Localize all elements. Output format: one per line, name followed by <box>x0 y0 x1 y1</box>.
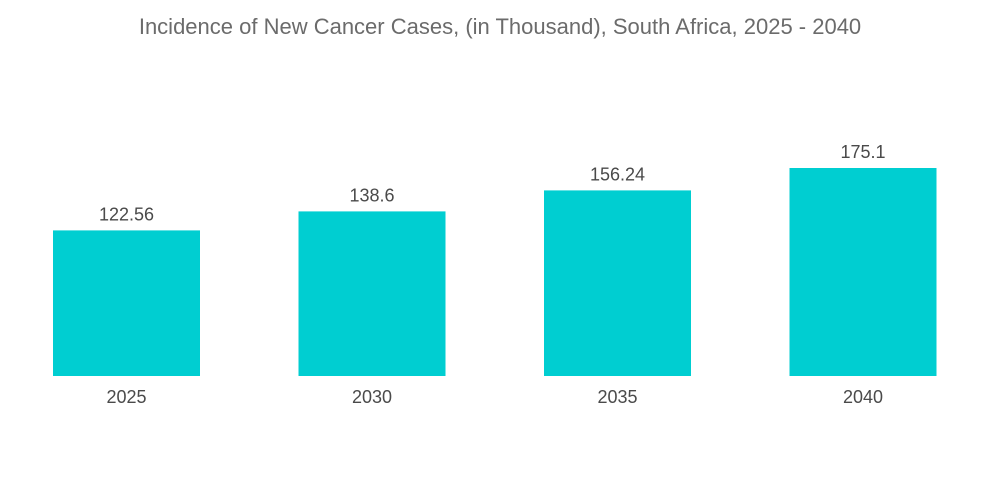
bars-group <box>53 168 937 376</box>
x-tick-label-2040: 2040 <box>843 387 883 407</box>
bar-2040 <box>789 168 937 376</box>
bar-2025 <box>53 230 200 376</box>
chart-title: Incidence of New Cancer Cases, (in Thous… <box>138 14 862 39</box>
value-label-2030: 138.6 <box>349 185 394 205</box>
x-tick-label-2025: 2025 <box>106 387 146 407</box>
x-axis-tick-labels: 2025 2030 2035 2040 <box>106 387 883 407</box>
value-label-2035: 156.24 <box>590 164 645 184</box>
bar-2035 <box>544 190 691 376</box>
value-labels-group: 122.56 138.6 156.24 175.1 <box>99 142 886 224</box>
x-tick-label-2035: 2035 <box>597 387 637 407</box>
value-label-2040: 175.1 <box>840 142 885 162</box>
bar-2030 <box>298 211 446 376</box>
x-tick-label-2030: 2030 <box>352 387 392 407</box>
value-label-2025: 122.56 <box>99 204 154 224</box>
